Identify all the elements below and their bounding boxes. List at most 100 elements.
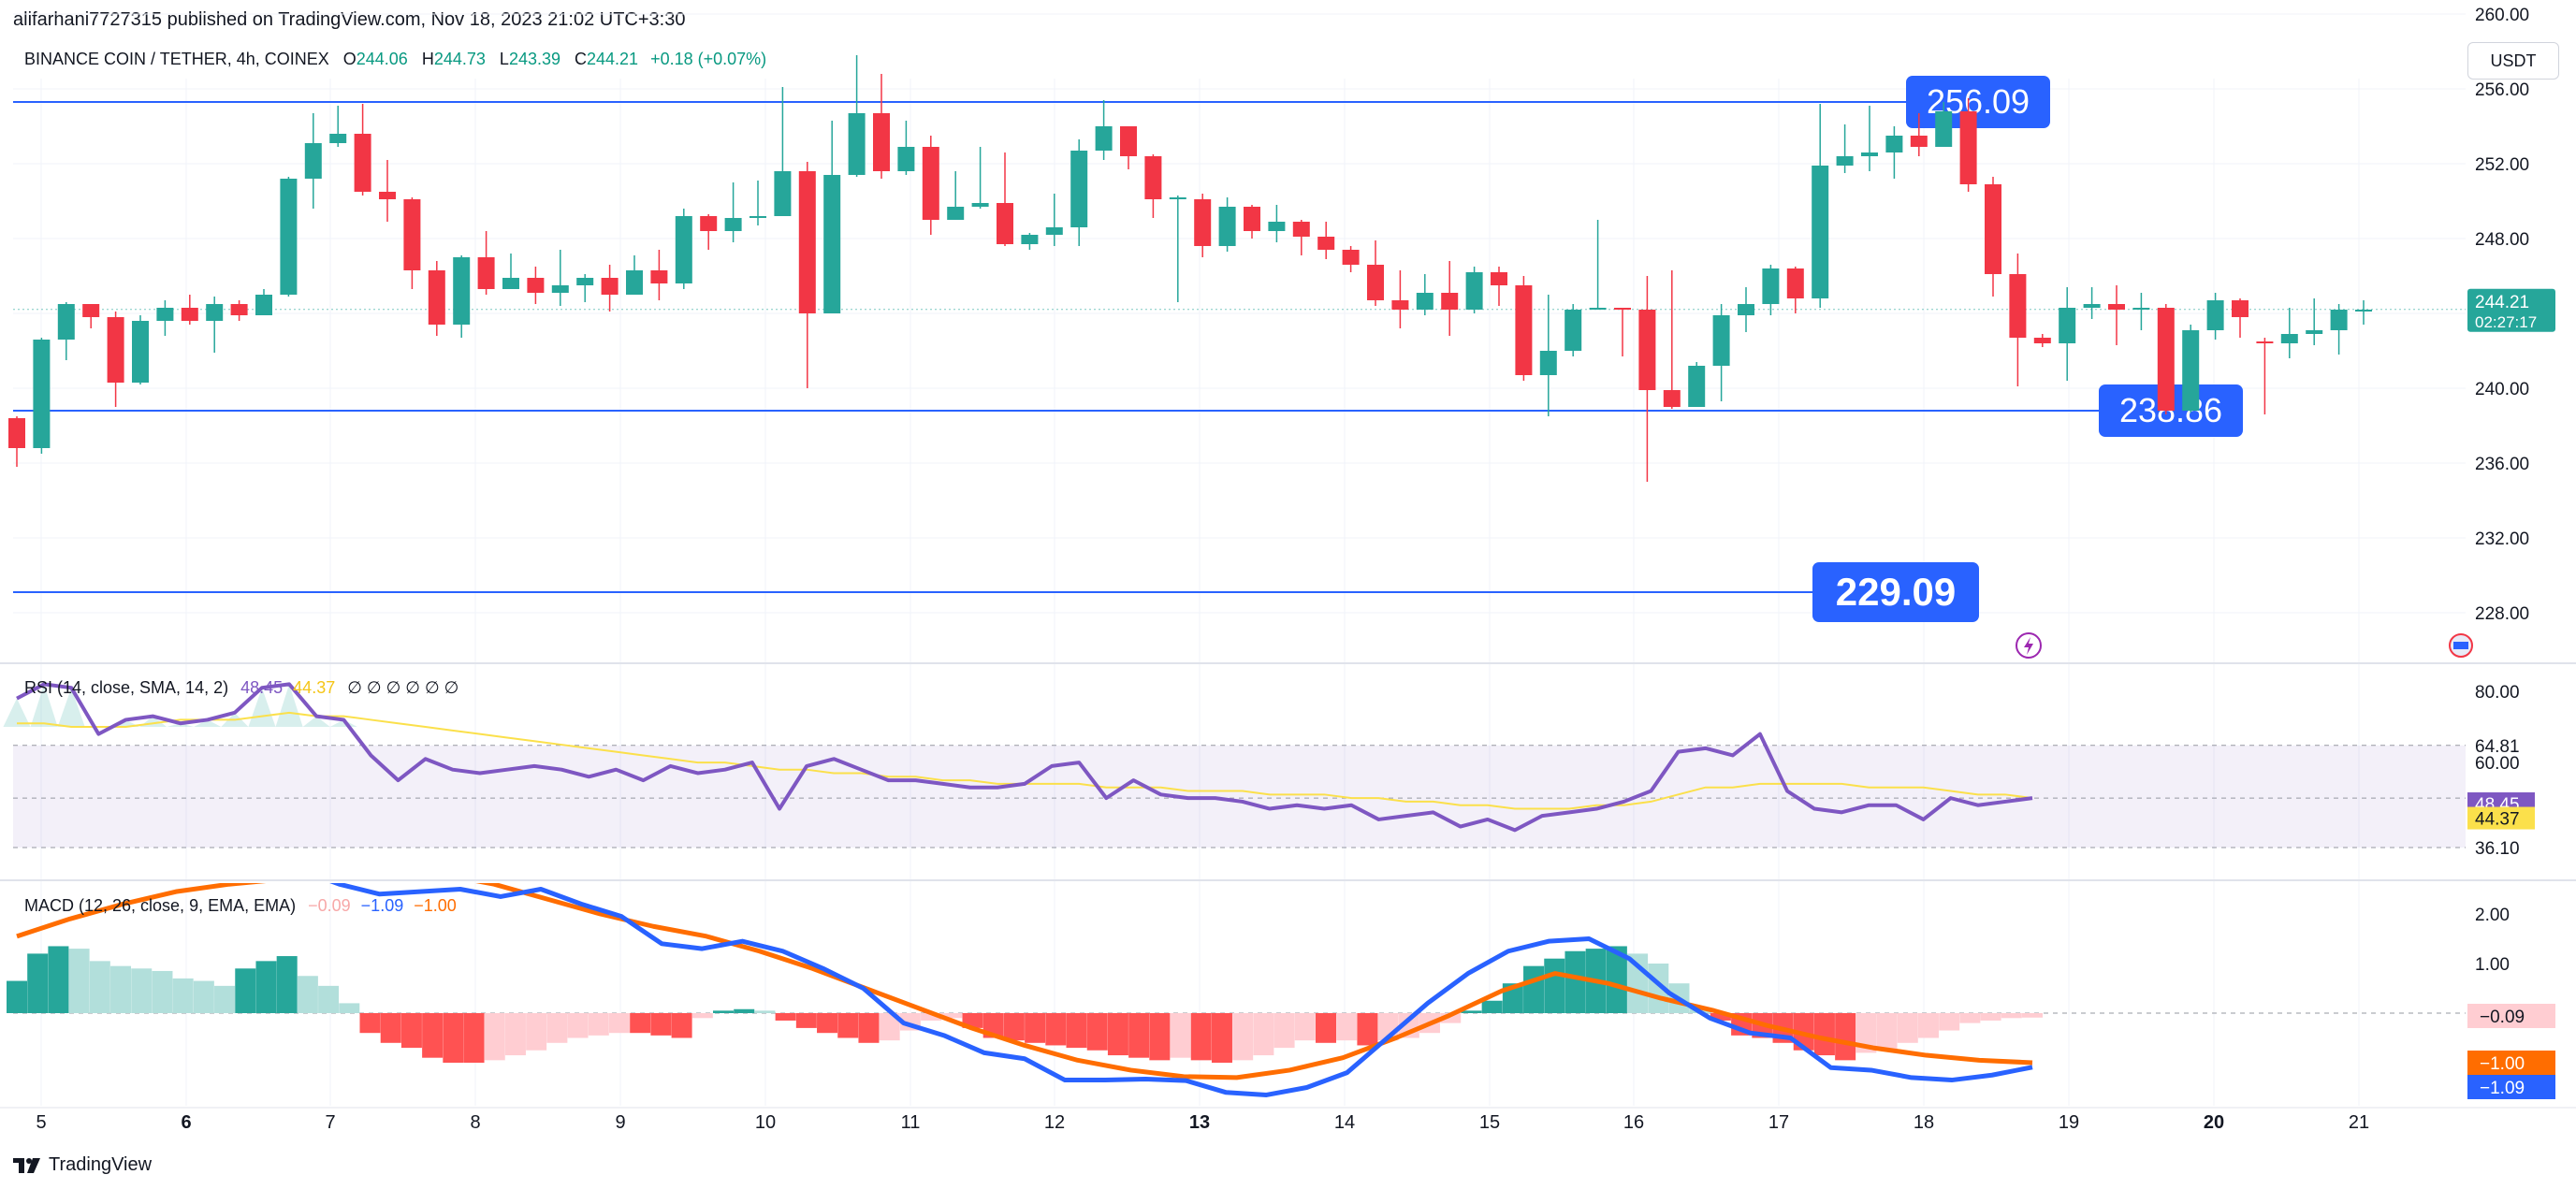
macd-histogram-bar [1917,1013,1939,1038]
candle [1614,308,1631,356]
candle [57,302,75,360]
time-tick-label: 9 [615,1112,625,1133]
macd-histogram-bar [630,1013,651,1034]
candle [1812,104,1829,308]
macd-histogram-bar [27,953,49,1013]
macd-histogram-bar [1128,1013,1150,1058]
candle [2059,287,2076,381]
macd-histogram-bar [1939,1013,1960,1031]
macd-histogram-bar [1959,1013,1981,1023]
last-price-tag [2467,288,2555,332]
candle [1638,276,1656,482]
candle [675,209,692,289]
candle [1367,240,1384,306]
candle [1194,194,1212,257]
currency-selector[interactable]: USDT [2467,42,2559,80]
macd-histogram-bar [526,1013,547,1051]
candle-body [1985,184,2001,274]
candle [1391,270,1409,328]
macd-histogram-bar [1523,965,1545,1013]
candle [8,416,25,467]
candle-body [379,192,396,199]
candle [873,74,890,179]
candle-body [1292,222,1310,237]
rsi-band [13,745,2466,848]
tradingview-brand[interactable]: TradingView [13,1154,152,1176]
rsi-legend-name: RSI (14, close, SMA, 14, 2) [24,678,229,697]
candle-body [1317,237,1335,250]
macd-histogram-bar [1211,1013,1232,1063]
macd-histogram-bar [193,980,214,1013]
time-tick-label: 7 [325,1112,335,1133]
candle-body [1416,293,1434,310]
macd-histogram-bar [546,1013,568,1043]
rsi-tick-label: 80.00 [2475,683,2520,703]
time-tick-label: 13 [1189,1112,1210,1133]
candle [206,297,224,353]
candle-body [1565,310,1582,351]
candle [527,267,545,304]
candle [1959,98,1977,192]
macd-histogram-bar [1066,1013,1087,1049]
macd-last-value: −1.09 [2480,1079,2525,1098]
signal-last-value: −1.00 [2480,1054,2525,1074]
candle-body [601,278,619,295]
macd-histogram-bar [1273,1013,1295,1049]
candle [2355,300,2372,325]
low-label: L [499,50,509,68]
candle [2132,293,2150,330]
macd-histogram-bar [1710,1013,1731,1021]
candle [1688,362,1706,407]
candle [2256,338,2274,414]
low-value: 243.39 [508,50,560,68]
macd-histogram-bar [1190,1013,1212,1061]
candle-body [2306,330,2323,334]
macd-histogram-bar [1565,950,1586,1013]
candle-body [997,203,1013,244]
rsi-legend[interactable]: RSI (14, close, SMA, 14, 2) 48.45 44.37 … [24,678,458,698]
macd-histogram-bar [380,1013,401,1043]
macd-histogram-bar [2001,1013,2022,1019]
macd-histogram-bar [567,1013,589,1038]
macd-histogram-bar [1357,1013,1378,1046]
candle [2182,325,2200,413]
close-label: C [575,50,588,68]
candle [2033,334,2051,347]
rsi-tick-label: 60.00 [2475,754,2520,774]
candle [132,315,149,384]
candle [823,121,841,313]
candle [2280,308,2298,358]
macd-histogram-bar [795,1013,817,1028]
candle [1910,113,1928,156]
open-value: 244.06 [356,50,408,68]
candle-body [502,278,519,289]
macd-histogram-bar [921,1013,942,1021]
macd-hist-last-tag [2467,1004,2555,1028]
candle-body [1589,308,1607,310]
candle-body [848,113,866,175]
rsi-line [16,682,2033,833]
candle [304,113,322,209]
candle-body [428,270,445,325]
time-tick-label: 16 [1623,1112,1644,1133]
candle [1935,102,1953,147]
candle-body [1663,390,1681,407]
candle [1021,233,1039,250]
rsi-ma-last-tag [2467,806,2535,830]
macd-legend[interactable]: MACD (12, 26, close, 9, EMA, EMA) −0.09 … [24,896,457,916]
candle-body [2256,341,2274,343]
time-tick-label: 5 [36,1112,46,1133]
candle [1836,124,1854,173]
candle-body [650,270,668,283]
candle-body [823,175,841,313]
macd-histogram-bar [671,1013,692,1038]
time-tick-label: 18 [1914,1112,1934,1133]
macd-histogram-bar [1336,1013,1358,1041]
symbol-name[interactable]: BINANCE COIN / TETHER, 4h, COINEX [24,50,329,68]
close-value: 244.21 [587,50,639,68]
candle [1144,154,1162,218]
candle-body [280,179,298,295]
candle-body [329,134,347,143]
candle-body [873,113,890,171]
